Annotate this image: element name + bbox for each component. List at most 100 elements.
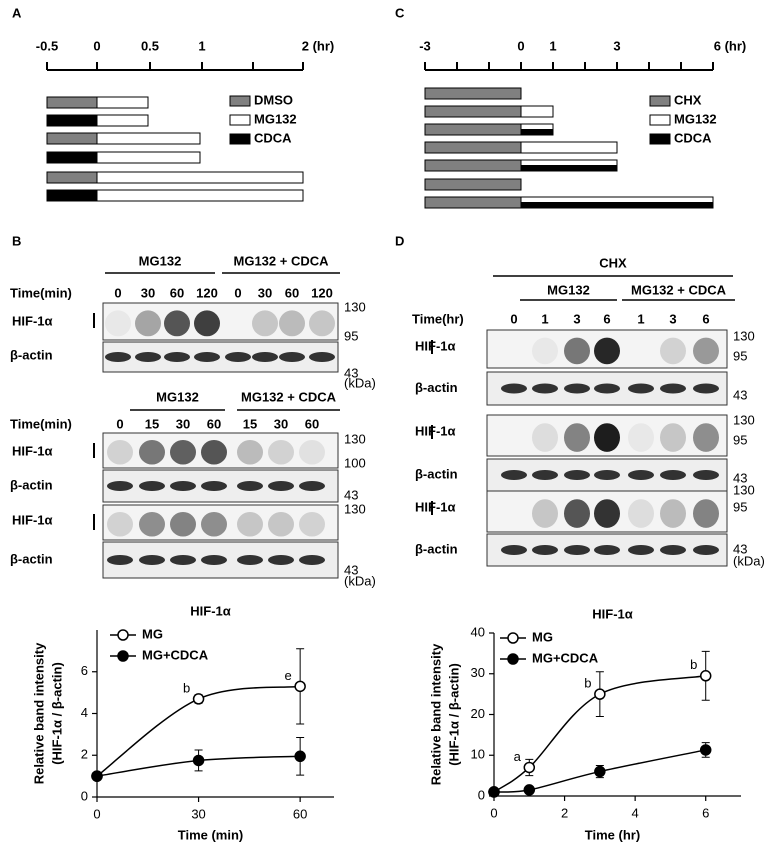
timeline-bar [520, 129, 554, 136]
legend-marker [507, 653, 519, 665]
band [194, 310, 220, 337]
band [107, 481, 133, 491]
band [532, 470, 558, 480]
mw-marker: 130 [733, 482, 755, 497]
mw-marker: 95 [733, 432, 747, 447]
lane-label: 60 [285, 285, 299, 300]
band [170, 512, 196, 537]
band [139, 481, 165, 491]
mw-marker: 100 [344, 455, 366, 470]
group-label: CHX [599, 255, 627, 270]
lane-label: 60 [207, 416, 221, 431]
band [170, 440, 196, 465]
lane-label: 30 [141, 285, 155, 300]
row-label: β-actin [10, 347, 53, 362]
time-label: 0 [517, 38, 524, 53]
lane-label: 30 [258, 285, 272, 300]
legend-label: MG132 [254, 111, 297, 126]
legend-swatch [229, 95, 251, 107]
band [660, 383, 686, 394]
lane-label: 15 [243, 416, 257, 431]
band [201, 555, 227, 565]
timeline-bar [520, 202, 714, 209]
timeline-bar [96, 96, 149, 109]
band [660, 337, 686, 365]
band [194, 352, 220, 362]
band [135, 352, 161, 362]
mw-marker: 130 [733, 412, 755, 427]
data-point [594, 688, 606, 700]
band [107, 440, 133, 465]
y-tick-label: 0 [81, 788, 88, 803]
panel-label: C [395, 5, 405, 20]
mw-marker: 130 [344, 299, 366, 314]
timeline-bar [96, 189, 304, 202]
timeline-bar [424, 87, 522, 100]
band [660, 470, 686, 480]
significance-label: b [183, 680, 190, 695]
band [501, 470, 527, 480]
band [105, 310, 131, 337]
band [268, 512, 294, 537]
lane-label: 15 [145, 416, 159, 431]
lane-label: 6 [603, 311, 610, 326]
time-label: -0.5 [36, 38, 58, 53]
band [693, 337, 719, 365]
legend-marker [117, 629, 129, 641]
lane-label: 120 [196, 285, 218, 300]
legend-label: MG132 [674, 111, 717, 126]
band [164, 352, 190, 362]
mw-marker: 43 [344, 365, 358, 380]
time-label: 3 [613, 38, 620, 53]
band [594, 383, 620, 394]
row-label: β-actin [10, 551, 53, 566]
time-label: 0.5 [141, 38, 159, 53]
band [564, 499, 590, 528]
timeline-bar [520, 196, 714, 203]
blot-strip [102, 504, 339, 541]
group-label: MG132 + CDCA [241, 389, 337, 404]
row-label: β-actin [415, 466, 458, 481]
timeline-bar [424, 196, 522, 209]
lane-label: 30 [176, 416, 190, 431]
band [299, 555, 325, 565]
timeline-bar [46, 96, 98, 109]
legend-swatch [229, 114, 251, 126]
significance-label: b [690, 657, 697, 672]
y-tick-label: 2 [81, 747, 88, 762]
data-point [523, 784, 536, 796]
data-point [594, 765, 606, 778]
band [164, 310, 190, 337]
band [268, 481, 294, 491]
band [105, 352, 131, 362]
band [532, 383, 558, 394]
lane-label: 1 [637, 311, 644, 326]
data-point [488, 786, 500, 798]
band [564, 423, 590, 452]
band [660, 545, 686, 555]
timeline-bar [46, 114, 98, 127]
y-axis-label: Relative band intensity [428, 643, 443, 785]
y-tick-label: 4 [81, 705, 88, 720]
timeline-bar [520, 159, 618, 166]
timeline-bar [424, 178, 522, 191]
lane-label: 0 [510, 311, 517, 326]
time-label: 1 [198, 38, 205, 53]
time-label: Time(min) [10, 416, 72, 431]
timeline-bar [46, 189, 98, 202]
band [532, 545, 558, 555]
band [252, 352, 278, 362]
band [660, 423, 686, 452]
x-tick-label: 60 [293, 806, 307, 821]
x-tick-label: 6 [702, 805, 709, 820]
legend-swatch [229, 133, 251, 145]
band [693, 423, 719, 452]
band [594, 545, 620, 555]
data-point [91, 770, 103, 782]
band [693, 383, 719, 394]
band [594, 423, 620, 452]
data-point [192, 754, 205, 767]
lane-label: 0 [114, 285, 121, 300]
band [201, 440, 227, 465]
lane-label: 6 [702, 311, 709, 326]
